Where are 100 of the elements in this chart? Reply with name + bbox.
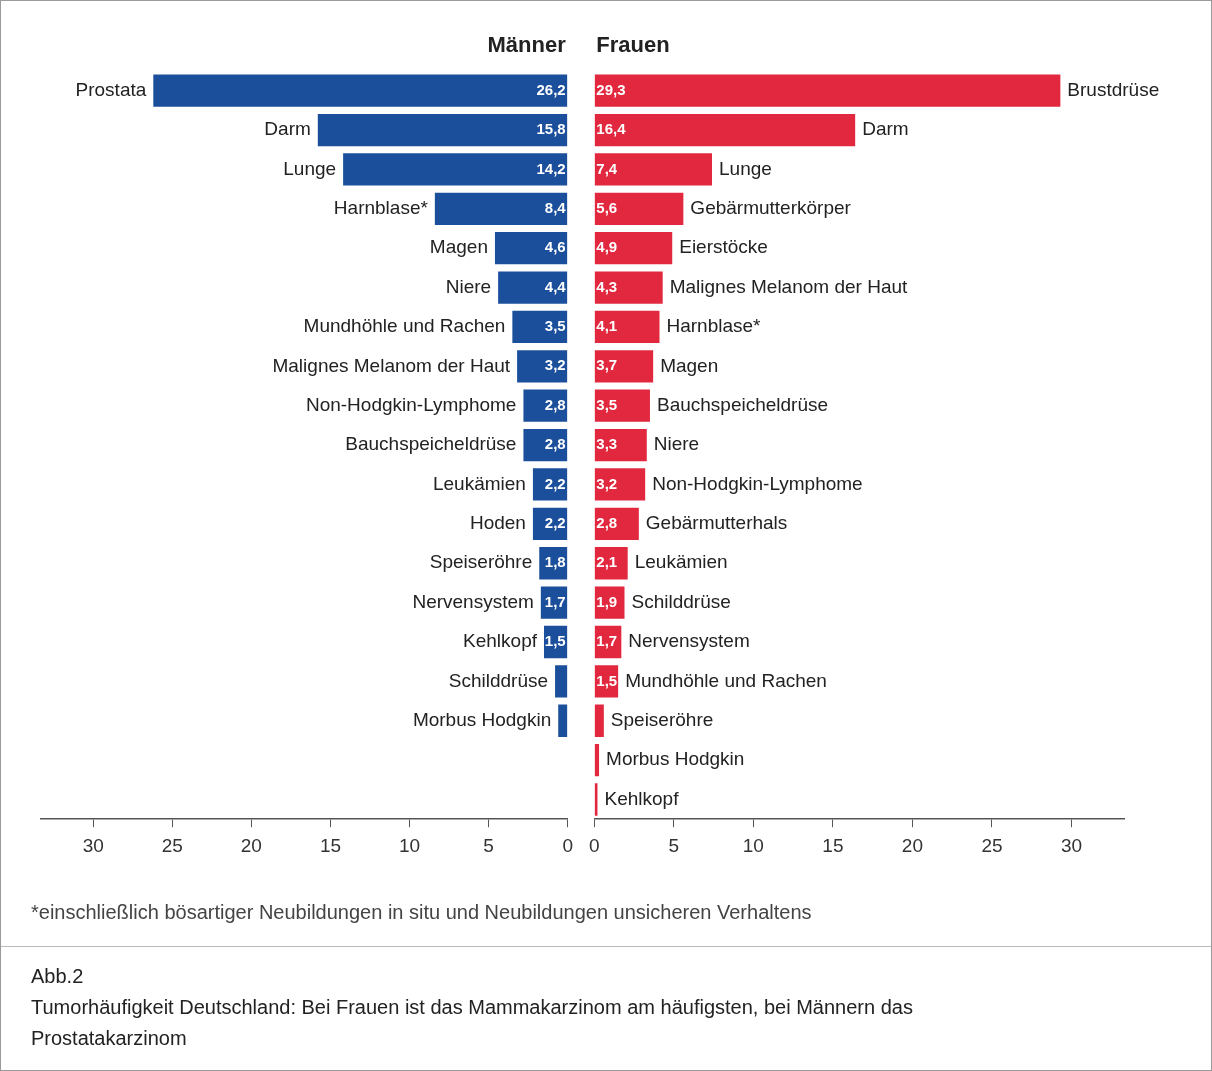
data-label: 1,7 [544,592,566,610]
bar [558,704,568,737]
bar [594,310,660,344]
y-tick-label: Morbus Hodgkin [412,708,552,730]
x-tick-label: 25 [981,834,1003,856]
data-label: 4,6 [544,238,566,256]
y-tick-label: Nervensystem [412,590,534,612]
x-tick-label: 0 [562,834,574,856]
bar [594,586,625,619]
bar [594,389,650,422]
y-tick-label: Eierstöcke [679,236,768,258]
y-tick-label: Magen [429,236,488,258]
data-label: 7,4 [596,159,618,177]
data-label: 3,3 [596,435,618,453]
data-label: 3,5 [596,395,618,413]
x-tick-label: 5 [668,834,680,856]
bar [434,192,568,225]
data-label: 1,7 [596,632,618,650]
y-tick-label: Niere [653,433,700,455]
data-label: 2,1 [596,553,618,571]
y-tick-label: Darm [862,118,909,140]
bar [594,74,1061,107]
y-tick-label: Gebärmutterhals [645,512,788,534]
x-tick-label: 10 [398,834,421,856]
y-tick-label: Kehlkopf [604,787,680,809]
data-label: 8,4 [544,198,567,216]
y-tick-label: Prostata [75,78,147,100]
caption: Abb.2 [31,964,85,989]
y-tick-label: Niere [445,275,492,297]
x-tick-label: 15 [822,834,844,856]
data-label: 26,2 [536,80,566,98]
y-tick-label: Non-Hodgkin-Lymphome [652,472,863,494]
y-tick-label: Darm [264,118,311,140]
bar [317,113,568,147]
data-label: 16,4 [596,120,627,138]
text: Tumorhäufigkeit Deutschland: Bei Frauen ist das Mammakarzinom am häufigsten, bei Männern das Prostatakarzinom [31,995,914,1051]
data-label: 1,9 [596,592,618,610]
x-tick-label: 15 [319,834,342,856]
data-label: 5,6 [596,198,618,216]
x-tick-label: 0 [588,834,600,856]
bar [153,74,568,107]
y-tick-label: Gebärmutterkörper [690,197,852,219]
chart-title: Männer [487,32,567,58]
y-tick-label: Harnblase* [333,197,429,219]
y-tick-label: Leukämien [432,472,526,494]
y-tick-label: Bauchspeicheldrüse [345,433,517,455]
data-label: 29,3 [596,80,626,98]
y-tick-label: Bauchspeicheldrüse [656,393,829,415]
bar [512,310,568,344]
x-tick-label: 20 [240,834,262,856]
bar [343,153,568,186]
chart-title: Frauen [596,32,670,58]
bar [498,271,568,304]
text: *einschließlich bösartiger Neubildungen in situ und Neubildungen unsicheren Verhaltens [31,901,813,924]
x-tick-label: 10 [742,834,764,856]
data-label: 1,8 [544,553,566,571]
bar [594,704,604,737]
data-label: 4,1 [596,317,618,335]
data-label: 2,8 [596,514,618,531]
y-tick-label: Magen [660,354,719,376]
y-tick-label: Malignes Melanom der Haut [272,354,511,376]
y-tick-label: Lunge [283,157,337,179]
y-tick-label: Non-Hodgkin-Lymphome [305,393,517,415]
y-tick-label: Mundhöhle und Rachen [625,669,827,691]
y-tick-label: Speiseröhre [610,708,714,730]
y-tick-label: Mundhöhle und Rachen [303,315,506,337]
data-label: 4,9 [596,238,618,256]
bar [594,743,600,777]
y-tick-label: Harnblase* [666,315,762,337]
y-tick-label: Schilddrüse [448,669,549,691]
data-label: 2,2 [544,514,566,531]
y-tick-label: Speiseröhre [429,551,533,573]
bar [594,153,712,186]
data-label: 2,8 [544,395,566,413]
y-tick-label: Morbus Hodgkin [606,748,745,770]
x-tick-label: 30 [82,834,104,856]
data-label: 2,2 [544,474,566,492]
bar [594,271,663,304]
y-tick-label: Schilddrüse [631,590,731,612]
y-tick-label: Lunge [719,157,772,179]
x-tick-label: 20 [901,834,923,856]
x-tick-label: 30 [1060,834,1083,856]
data-label: 15,8 [536,120,566,138]
bar [517,350,568,383]
y-tick-label: Hoden [469,512,526,534]
x-tick-label: 25 [161,834,183,856]
bar [594,232,673,265]
data-label: 3,7 [596,356,618,374]
data-label: 4,3 [596,277,618,295]
data-label: 1,5 [596,671,618,689]
bar [594,428,647,462]
data-label: 2,8 [544,435,566,453]
y-tick-label: Kehlkopf [463,630,538,652]
bar [494,232,568,265]
data-label: 4,4 [544,277,567,295]
data-label: 3,5 [544,317,566,335]
y-tick-label: Malignes Melanom der Haut [669,275,909,297]
bar [594,192,684,225]
data-label: 3,2 [596,474,618,492]
data-label: 3,2 [544,356,566,374]
